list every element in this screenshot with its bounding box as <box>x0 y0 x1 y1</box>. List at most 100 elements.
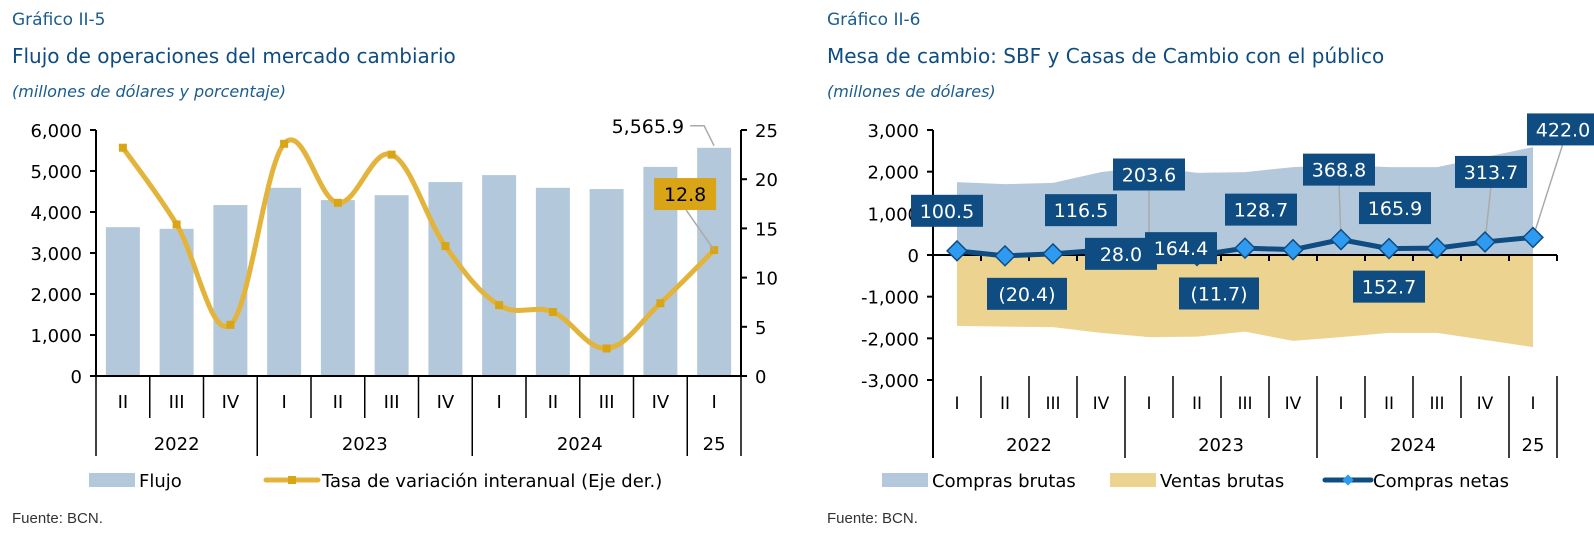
data-label-box <box>1179 277 1259 310</box>
y-tick-label-right: 0 <box>755 367 766 388</box>
x-tick-label-quarter: I <box>1146 394 1151 414</box>
x-tick-label-quarter: III <box>1237 394 1252 414</box>
x-tick-label-quarter: III <box>599 392 615 413</box>
chart-subtitle: (millones de dólares y porcentaje) <box>12 82 286 101</box>
data-label-box <box>1455 155 1527 188</box>
bar-flujo <box>482 175 517 376</box>
chart-title: Mesa de cambio: SBF y Casas de Cambio co… <box>827 44 1385 68</box>
legend-label-tasa: Tasa de variación interanual (Eje der.) <box>321 471 662 492</box>
y-tick-label-left: 6,000 <box>30 121 82 142</box>
line-marker <box>1330 228 1352 251</box>
legend-swatch-compras-brutas <box>882 473 928 487</box>
y-tick-label-left: 5,000 <box>30 162 82 183</box>
y-tick-label: 3,000 <box>867 121 919 142</box>
line-marker <box>387 150 396 159</box>
source-note: Fuente: BCN. <box>827 510 918 527</box>
line-marker <box>602 344 611 353</box>
legend-swatch-ventas-brutas <box>1110 473 1156 487</box>
data-label-box <box>654 178 717 211</box>
x-tick-label-quarter: III <box>1429 394 1444 414</box>
data-label-compras-netas: 152.7 <box>1362 277 1416 299</box>
data-label-flujo: 5,565.9 <box>612 116 685 138</box>
x-tick-label-quarter: II <box>1384 394 1394 414</box>
y-tick-label-left: 1,000 <box>30 326 82 347</box>
annotation-leader <box>1532 143 1564 238</box>
chart-flujo: 01,0002,0003,0004,0005,0006,000051015202… <box>30 116 778 492</box>
line-tasa-variacion <box>120 137 717 351</box>
line-marker <box>172 220 181 229</box>
data-label-compras-netas: 165.9 <box>1368 198 1422 220</box>
line-marker <box>994 244 1016 267</box>
y-tick-label-left: 4,000 <box>30 203 82 224</box>
data-label-compras-netas: 28.0 <box>1100 244 1142 266</box>
y-tick-label-right: 20 <box>755 170 778 191</box>
x-tick-label-quarter: IV <box>437 392 455 413</box>
data-label-box <box>987 277 1067 310</box>
data-label-box <box>1113 158 1185 191</box>
y-tick-label-right: 25 <box>755 121 778 142</box>
data-label-compras-netas: (11.7) <box>1190 283 1247 305</box>
chart-subtitle: (millones de dólares) <box>827 82 996 101</box>
bar-flujo <box>105 227 140 376</box>
data-label-box <box>1359 192 1431 225</box>
line-marker <box>333 198 342 207</box>
line-marker <box>441 242 450 251</box>
data-label-box <box>1303 153 1375 186</box>
x-tick-label-year: 2022 <box>1006 435 1052 456</box>
x-tick-label-year: 2024 <box>1390 435 1436 456</box>
x-tick-label-year: 2022 <box>154 434 200 455</box>
data-label-box <box>1045 194 1117 227</box>
x-tick-label-quarter: III <box>384 392 400 413</box>
line-marker <box>946 239 968 262</box>
line-marker <box>656 299 665 308</box>
legend-label-ventas-brutas: Ventas brutas <box>1160 471 1284 492</box>
data-label-compras-netas: 313.7 <box>1464 162 1518 184</box>
y-tick-label: 2,000 <box>867 163 919 184</box>
x-tick-label-quarter: II <box>548 392 559 413</box>
y-tick-label-right: 10 <box>755 269 778 290</box>
bar-flujo <box>535 187 570 376</box>
x-tick-label-quarter: IV <box>1285 394 1302 414</box>
legend-label-flujo: Flujo <box>139 471 182 492</box>
x-tick-label-quarter: I <box>496 392 501 413</box>
bar-flujo <box>374 195 409 376</box>
y-tick-label: -1,000 <box>861 288 919 309</box>
data-label-box <box>1225 193 1297 226</box>
x-tick-label-quarter: I <box>1530 394 1535 414</box>
x-tick-label-quarter: I <box>711 392 716 413</box>
x-tick-label-quarter: II <box>1192 394 1202 414</box>
bar-flujo <box>428 182 463 376</box>
line-marker <box>1378 237 1400 260</box>
data-label-box <box>1145 232 1217 265</box>
bar-flujo <box>267 187 302 376</box>
y-tick-label-left: 0 <box>71 367 82 388</box>
legend-swatch-flujo <box>89 473 135 487</box>
annotation-leader <box>685 209 715 251</box>
y-tick-label: 0 <box>908 246 919 267</box>
line-marker <box>280 139 289 148</box>
line-marker <box>1522 226 1544 249</box>
chart-panel-flujo: Gráfico II-5 Flujo de operaciones del me… <box>0 0 790 553</box>
legend-label-compras-brutas: Compras brutas <box>932 471 1076 492</box>
x-tick-label-quarter: IV <box>1477 394 1494 414</box>
data-label-compras-netas: 203.6 <box>1122 165 1176 187</box>
y-tick-label-right: 15 <box>755 219 778 240</box>
x-tick-label-year: 25 <box>703 434 726 455</box>
y-tick-label-right: 5 <box>755 318 766 339</box>
line-marker <box>1234 237 1256 260</box>
figure-label: Gráfico II-6 <box>827 10 921 30</box>
line-marker <box>1042 242 1064 265</box>
x-tick-label-quarter: II <box>1000 394 1010 414</box>
line-marker <box>1474 230 1496 253</box>
data-label-box <box>1527 113 1594 146</box>
x-tick-label-quarter: III <box>169 392 185 413</box>
legend-label-compras-netas: Compras netas <box>1373 471 1509 492</box>
data-label-compras-netas: 368.8 <box>1312 160 1366 182</box>
data-label-compras-netas: 164.4 <box>1154 238 1208 260</box>
y-tick-label: 1,000 <box>867 204 919 225</box>
x-tick-label-quarter: III <box>1045 394 1060 414</box>
x-tick-label-quarter: II <box>333 392 344 413</box>
data-label-compras-netas: 128.7 <box>1234 200 1288 222</box>
annotation-leader <box>690 125 715 147</box>
data-label-box <box>911 194 983 227</box>
